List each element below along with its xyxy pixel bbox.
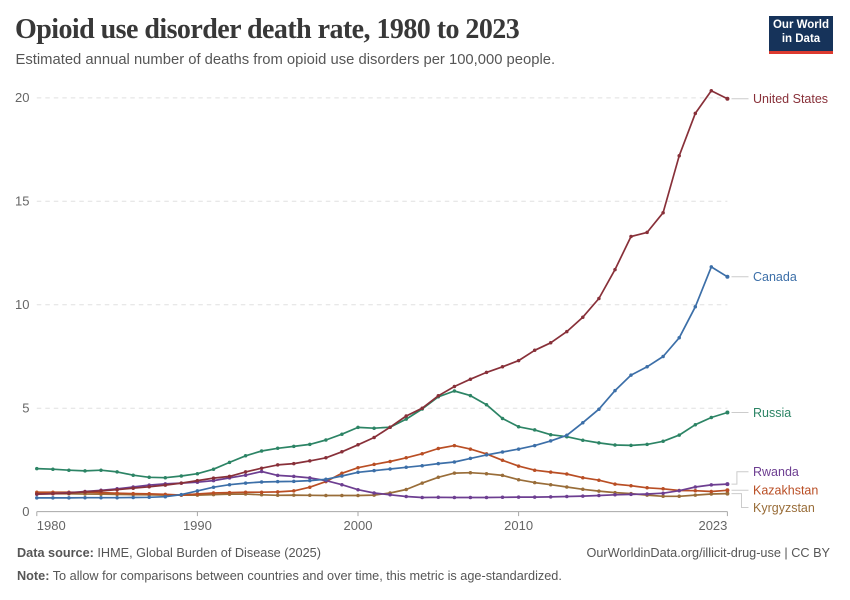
svg-text:5: 5	[22, 400, 29, 415]
svg-text:1980: 1980	[37, 518, 66, 533]
svg-text:15: 15	[15, 194, 29, 209]
svg-text:Canada: Canada	[753, 270, 797, 284]
svg-text:Kazakhstan: Kazakhstan	[753, 484, 818, 498]
svg-text:10: 10	[15, 297, 29, 312]
svg-text:2000: 2000	[344, 518, 373, 533]
svg-text:United States: United States	[753, 92, 828, 106]
svg-text:1990: 1990	[183, 518, 212, 533]
svg-text:0: 0	[22, 504, 29, 519]
svg-text:20: 20	[15, 90, 29, 105]
svg-text:Russia: Russia	[753, 406, 791, 420]
svg-text:Kyrgyzstan: Kyrgyzstan	[753, 501, 815, 515]
svg-text:Rwanda: Rwanda	[753, 465, 799, 479]
svg-text:2010: 2010	[504, 518, 533, 533]
svg-text:2023: 2023	[698, 518, 727, 533]
